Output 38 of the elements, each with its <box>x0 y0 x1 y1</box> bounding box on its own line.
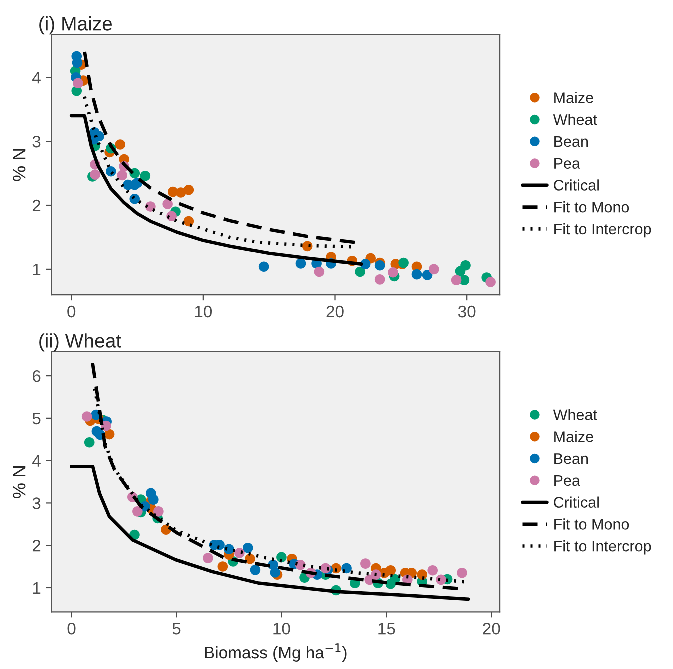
x-tick-label: 5 <box>172 623 181 635</box>
legend-label: Fit to Intercrop <box>554 223 652 238</box>
y-tick-label: 3 <box>32 498 41 510</box>
y-axis-title: % N <box>13 149 26 182</box>
legend-label: Maize <box>554 92 594 104</box>
y-tick-label: 3 <box>32 136 41 148</box>
x-tick-label: 15 <box>378 623 396 635</box>
legend-label: Pea <box>554 158 580 170</box>
legend-label: Critical <box>554 496 599 508</box>
legend-label: Wheat <box>553 114 598 126</box>
x-tick-label: 20 <box>326 306 344 318</box>
x-tick-label: 0 <box>68 306 76 318</box>
y-tick-label: 2 <box>32 200 41 212</box>
legend-label: Wheat <box>553 409 598 420</box>
chart-title: (i) Maize <box>40 16 112 35</box>
x-tick-label: 20 <box>483 622 500 635</box>
legend-label: Critical <box>554 180 599 191</box>
legend-label: Fit to Intercrop <box>554 540 652 555</box>
y-tick-label: 4 <box>32 72 41 84</box>
legend-label: Maize <box>554 431 594 442</box>
y-tick-label: 5 <box>32 413 41 425</box>
legend-label: Fit to Mono <box>554 202 630 213</box>
x-tick-label: 10 <box>195 306 212 318</box>
legend-label: Bean <box>554 454 588 464</box>
legend-label: Fit to Mono <box>554 518 630 530</box>
legend-label: Pea <box>554 475 580 486</box>
y-tick-label: 1 <box>33 582 41 594</box>
y-tick-label: 4 <box>32 455 41 467</box>
x-tick-label: 30 <box>458 306 476 318</box>
x-tick-label: 10 <box>274 622 290 635</box>
y-axis-title: % N <box>13 466 26 498</box>
chart-title: (ii) Wheat <box>40 334 122 352</box>
x-axis-title: Biomass (Mg ha$^{−1}$) <box>205 644 347 662</box>
y-tick-label: 1 <box>33 264 41 276</box>
x-tick-label: 0 <box>68 622 76 635</box>
legend-label: Bean <box>554 136 588 148</box>
y-tick-label: 6 <box>32 370 41 382</box>
y-tick-label: 2 <box>32 540 41 552</box>
